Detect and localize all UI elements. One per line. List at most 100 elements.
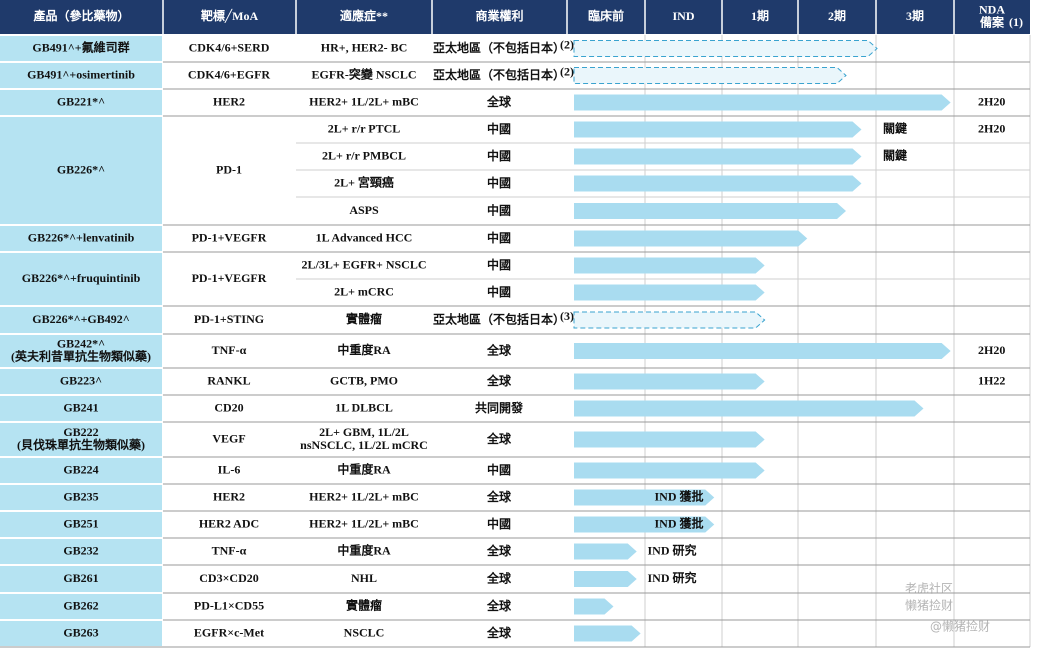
target: CDK4/6+SERD bbox=[189, 40, 270, 54]
header-sup: (1) bbox=[1009, 15, 1023, 29]
rights: 中國 bbox=[487, 230, 511, 245]
product-cell bbox=[0, 90, 162, 115]
rights: 中國 bbox=[487, 284, 511, 299]
rights: 全球 bbox=[486, 625, 512, 640]
target: TNF-α bbox=[212, 343, 247, 357]
target: RANKL bbox=[207, 373, 250, 387]
rights: 全球 bbox=[486, 373, 512, 388]
product-name: GB261 bbox=[63, 571, 98, 585]
stage-note: IND 獲批 bbox=[655, 515, 704, 530]
progress-arrow bbox=[574, 148, 862, 165]
product-cell bbox=[0, 539, 162, 564]
indication: 2L+ mCRC bbox=[334, 284, 394, 298]
target: CD3×CD20 bbox=[199, 571, 259, 585]
header-label: 2期 bbox=[828, 8, 846, 23]
progress-arrow bbox=[574, 516, 715, 533]
rights: 全球 bbox=[486, 489, 512, 504]
product-cell bbox=[0, 36, 162, 61]
target: PD-1 bbox=[216, 162, 242, 176]
indication: 中重度RA bbox=[337, 342, 391, 357]
indication: 實體瘤 bbox=[346, 311, 382, 326]
product-name: GB242*^ bbox=[57, 336, 105, 350]
target: PD-L1×CD55 bbox=[194, 598, 264, 612]
target: VEGF bbox=[212, 431, 245, 445]
indication: 實體瘤 bbox=[346, 597, 382, 612]
product-name: GB232 bbox=[63, 543, 98, 557]
header-label: IND bbox=[672, 9, 694, 23]
indication: HER2+ 1L/2L+ mBC bbox=[309, 516, 419, 530]
product-name: GB226*^+GB492^ bbox=[32, 312, 129, 326]
progress-arrow bbox=[573, 40, 878, 57]
rights: 全球 bbox=[486, 598, 512, 613]
target: TNF-α bbox=[212, 543, 247, 557]
nda-date: 2H20 bbox=[978, 94, 1005, 108]
progress-arrow bbox=[574, 543, 637, 560]
indication: 2L+ 宮頸癌 bbox=[334, 174, 394, 189]
progress-arrow bbox=[574, 175, 862, 192]
progress-arrow bbox=[574, 431, 765, 448]
product-name: GB235 bbox=[63, 489, 98, 503]
target: EGFR×c-Met bbox=[194, 625, 264, 639]
target: CDK4/6+EGFR bbox=[188, 67, 271, 81]
rights: 中國 bbox=[487, 462, 511, 477]
stage-note: IND 研究 bbox=[648, 570, 697, 585]
indication: 1L Advanced HCC bbox=[316, 230, 413, 244]
progress-arrow bbox=[574, 462, 765, 479]
indication: 2L/3L+ EGFR+ NSCLC bbox=[301, 257, 426, 271]
rights: 全球 bbox=[486, 94, 512, 109]
header-label: 商業權利 bbox=[475, 8, 523, 23]
product-cell bbox=[0, 423, 162, 456]
progress-arrow bbox=[573, 311, 766, 329]
product-cell bbox=[0, 566, 162, 592]
indication: HR+, HER2- BC bbox=[321, 40, 408, 54]
progress-arrow bbox=[574, 625, 641, 642]
product-name: GB241 bbox=[63, 400, 98, 414]
indication: NHL bbox=[351, 571, 377, 585]
target: PD-1+STING bbox=[194, 312, 264, 326]
watermark: @懒猪捡财 bbox=[930, 619, 990, 634]
target: HER2 bbox=[213, 94, 245, 108]
rights: 中國 bbox=[487, 257, 511, 272]
product-cell bbox=[0, 512, 162, 537]
rights: 全球 bbox=[486, 431, 512, 446]
rights: 亞太地區（不包括日本） bbox=[433, 67, 565, 82]
progress-arrow bbox=[574, 598, 614, 615]
product-cell bbox=[0, 63, 162, 88]
header-label: 備案 bbox=[980, 14, 1005, 29]
header-label: 1期 bbox=[751, 8, 769, 23]
indication: GCTB, PMO bbox=[330, 373, 398, 387]
indication: HER2+ 1L/2L+ mBC bbox=[309, 489, 419, 503]
nda-date: 1H22 bbox=[978, 373, 1005, 387]
nda-date: 2H20 bbox=[978, 343, 1005, 357]
product-cell bbox=[0, 253, 162, 305]
indication: 中重度RA bbox=[337, 461, 391, 476]
target: HER2 ADC bbox=[199, 516, 259, 530]
product-name: GB263 bbox=[63, 625, 98, 639]
progress-arrow bbox=[574, 343, 951, 359]
product-cell bbox=[0, 335, 162, 367]
stage-note: 關鍵 bbox=[883, 120, 907, 135]
rights-sup: (2) bbox=[560, 64, 574, 78]
product-cell bbox=[0, 594, 162, 619]
nda-date: 2H20 bbox=[978, 121, 1005, 135]
product-name: GB223^ bbox=[60, 373, 102, 387]
product-name: GB491^+氟維司群 bbox=[32, 39, 129, 54]
product-cell bbox=[0, 458, 162, 483]
indication: nsNSCLC, 1L/2L mCRC bbox=[300, 438, 428, 452]
progress-arrow bbox=[574, 121, 862, 138]
indication: 1L DLBCL bbox=[335, 400, 393, 414]
progress-arrow bbox=[573, 67, 847, 84]
product-name: GB221*^ bbox=[57, 94, 105, 108]
indication: 2L+ r/r PTCL bbox=[328, 121, 401, 135]
progress-arrow bbox=[574, 257, 765, 274]
rights: 中國 bbox=[487, 148, 511, 163]
header-bg bbox=[0, 0, 1030, 34]
product-name: GB251 bbox=[63, 516, 98, 530]
product-name: GB226*^+lenvatinib bbox=[28, 230, 135, 244]
header-label: NDA bbox=[979, 2, 1005, 16]
header-label: 臨床前 bbox=[588, 8, 624, 23]
rights: 全球 bbox=[486, 343, 512, 358]
rights: 中國 bbox=[487, 516, 511, 531]
progress-arrow bbox=[574, 489, 715, 506]
